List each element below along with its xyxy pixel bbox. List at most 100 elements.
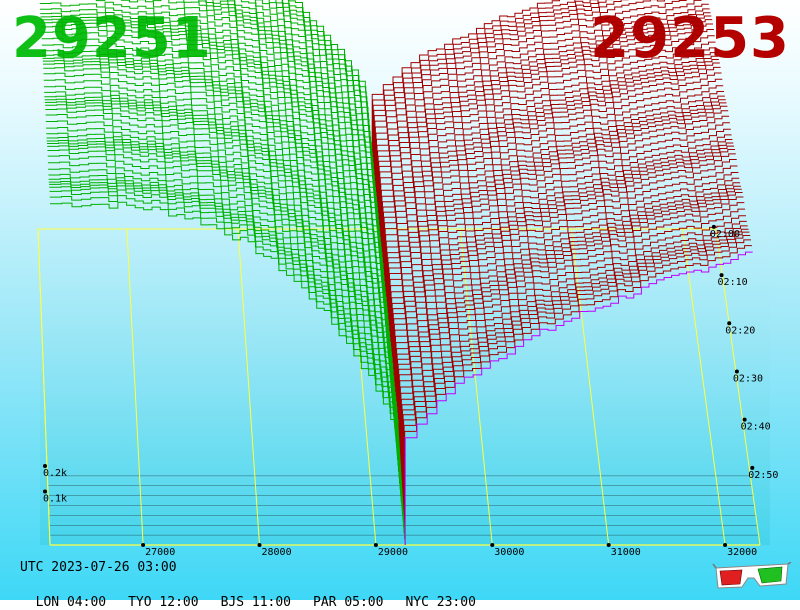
ask-depth-line: [380, 35, 715, 270]
clock-london: LON 04:00: [35, 595, 107, 610]
ask-depth-line: [396, 177, 740, 448]
time-tick-label: 02:20: [725, 325, 755, 336]
ask-depth-line: [376, 0, 702, 221]
ask-depth-line: [385, 78, 723, 325]
time-tick-label: 02:40: [741, 422, 771, 433]
time-tick-mark: [734, 369, 739, 374]
grid-line-price: [459, 228, 493, 546]
x-tick-mark: [490, 543, 495, 547]
ask-depth-line: [374, 0, 629, 203]
x-tick-label: 30000: [494, 547, 524, 558]
latest-ask-line: [404, 251, 753, 545]
bid-depth-line: [183, 0, 381, 258]
bid-depth-line: [43, 78, 392, 380]
time-tick-label: 02:10: [718, 277, 748, 288]
bid-depth-line: [47, 148, 400, 478]
ask-depth-line: [381, 47, 717, 282]
ask-depth-line: [378, 19, 713, 252]
bid-depth-line: [212, 0, 379, 240]
bid-depth-line: [43, 66, 390, 368]
bid-depth-line: [255, 0, 377, 215]
ask-depth-line: [402, 228, 749, 515]
utc-timestamp: UTC 2023-07-26 03:00: [20, 560, 177, 575]
ask-depth-line: [377, 12, 711, 240]
bid-depth-line: [46, 131, 398, 448]
bid-depth-line: [275, 0, 375, 197]
time-tick-label: 02:50: [748, 470, 778, 481]
ask-depth-line: [378, 15, 712, 246]
bid-depth-line: [44, 94, 393, 399]
axis-labels: 27000 28000 29000 30000 31000 32000 0.1k 0.2k 02…: [43, 224, 778, 558]
bid-depth-line: [234, 0, 378, 228]
x-tick-mark: [373, 543, 378, 547]
z-tick-label: 0.2k: [43, 468, 67, 479]
time-tick-mark: [711, 224, 716, 229]
ask-depth-line: [395, 165, 738, 435]
ask-depth-line: [376, 3, 709, 227]
bid-depth-line: [47, 144, 400, 472]
bid-depth-line: [50, 201, 406, 546]
ask-depth-line: [393, 149, 735, 417]
z-tick-mark: [43, 464, 47, 468]
bid-depth-line: [44, 100, 394, 411]
ask-depth-line: [391, 134, 732, 393]
bid-depth-line: [42, 59, 389, 356]
ask-depth-line: [383, 59, 719, 301]
bid-depth-line: [281, 0, 374, 185]
bid-depth-line: [40, 18, 384, 301]
ask-depth-line: [375, 0, 687, 215]
bid-depth-line: [254, 0, 376, 209]
time-tick-mark: [727, 321, 732, 326]
grid-line-price: [126, 228, 144, 546]
grid-line-price: [571, 228, 610, 546]
x-tick-mark: [141, 543, 146, 547]
bid-depth-line: [41, 37, 387, 325]
ask-depth-line: [373, 0, 614, 197]
ask-depth-line: [380, 41, 716, 276]
ask-depth-line: [379, 23, 713, 258]
ask-depth-line: [395, 172, 739, 441]
ask-depth-line: [389, 110, 729, 368]
ask-depth-line: [386, 91, 724, 338]
bid-depth-line: [43, 62, 390, 362]
clock-new-york: NYC 23:00: [405, 595, 476, 610]
x-tick-label: 27000: [145, 547, 175, 558]
ask-depth-line: [403, 235, 751, 527]
x-tick-label: 31000: [611, 547, 641, 558]
bid-depth-line: [48, 173, 402, 503]
bid-depth-line: [42, 53, 388, 344]
timezone-clocks: LON 04:00 TYO 12:00 BJS 11:00 PAR 05:00 NYC …: [20, 580, 498, 610]
bid-depth-line: [43, 72, 391, 374]
time-tick-mark: [719, 273, 724, 278]
ask-depth-line: [403, 239, 751, 533]
x-tick-label: 29000: [378, 547, 408, 558]
bid-depth-line: [42, 49, 388, 338]
x-tick-label: 32000: [727, 547, 757, 558]
ask-depth-line: [385, 85, 724, 331]
bid-depth-line: [49, 195, 406, 539]
bid-depth-line: [45, 107, 395, 423]
bid-depth-line: [41, 30, 386, 319]
ask-depth-line: [393, 153, 736, 423]
bid-depth-line: [41, 25, 386, 313]
clock-beijing: BJS 11:00: [220, 595, 292, 610]
ask-depth-line: [390, 122, 730, 380]
bid-depth-line: [268, 0, 376, 203]
bid-depth-line: [49, 185, 405, 527]
bid-depth-line: [47, 160, 401, 491]
ask-depth-line: [399, 208, 746, 490]
ask-depth-line: [372, 0, 576, 178]
bid-depth-line: [39, 1, 382, 276]
ask-depth-line: [373, 0, 599, 191]
bid-depth-line: [41, 43, 387, 331]
z-tick-mark: [43, 489, 47, 494]
bid-depth-line: [205, 0, 380, 246]
3d-glasses-icon[interactable]: [712, 562, 792, 592]
bid-depth-line: [48, 180, 403, 515]
bid-depth-line: [288, 0, 374, 179]
bid-depth-line: [282, 0, 375, 191]
ask-depth-line: [398, 192, 743, 472]
ask-depth-line: [389, 115, 730, 374]
bid-depth-line: [40, 21, 385, 307]
